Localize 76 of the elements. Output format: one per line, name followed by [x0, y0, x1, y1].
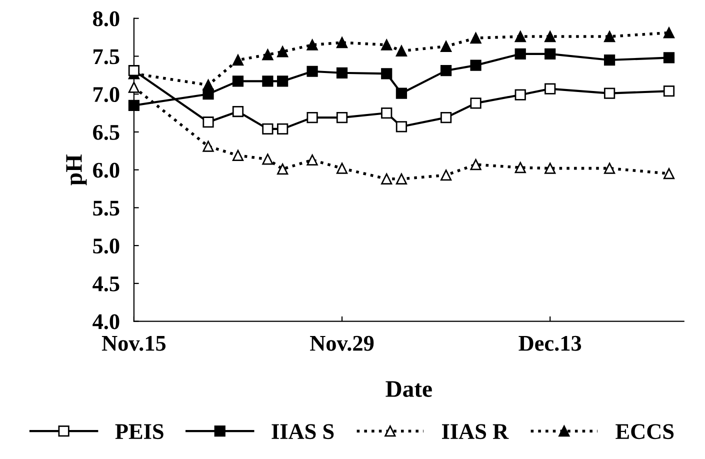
- point: [544, 162, 556, 174]
- point: [470, 32, 482, 44]
- point: [232, 76, 244, 87]
- y-tick-label: 7.5: [94, 49, 120, 64]
- y-tick-label: 6.5: [93, 124, 120, 140]
- point: [514, 48, 526, 60]
- legend-label: IIAS S: [272, 424, 334, 440]
- point: [544, 48, 556, 60]
- y-tick-label: 7.0: [94, 87, 120, 102]
- point: [663, 27, 675, 38]
- point: [440, 170, 452, 181]
- point: [396, 173, 408, 184]
- point: [232, 54, 244, 66]
- point: [396, 88, 408, 99]
- point: [202, 140, 214, 152]
- point: [396, 121, 408, 132]
- point: [128, 65, 140, 76]
- x-tick-label: Nov.15: [102, 336, 166, 351]
- point: [544, 83, 556, 94]
- point: [663, 168, 675, 180]
- y-tick-label: 8.0: [93, 11, 120, 26]
- y-tick-label: 4.0: [92, 314, 120, 330]
- point: [277, 123, 288, 134]
- point: [381, 68, 392, 80]
- point: [262, 154, 274, 165]
- point: [604, 54, 616, 66]
- point: [604, 162, 616, 174]
- point: [544, 30, 556, 42]
- point: [232, 106, 244, 118]
- point: [381, 173, 392, 184]
- x-tick-label: Dec.13: [518, 336, 582, 351]
- point: [262, 76, 274, 87]
- point: [202, 116, 214, 128]
- point: [277, 164, 288, 175]
- legend-label: PEIS: [115, 424, 164, 440]
- point: [336, 67, 348, 78]
- point: [336, 162, 348, 174]
- point: [470, 158, 482, 170]
- point: [336, 112, 348, 124]
- point: [128, 82, 140, 93]
- legend-label: ECCS: [616, 424, 674, 440]
- y-tick-label: 5.0: [93, 238, 120, 254]
- point: [232, 150, 244, 161]
- point: [381, 39, 392, 50]
- y-tick-label: 6.0: [93, 162, 120, 178]
- legend-label: IIAS R: [442, 424, 509, 440]
- point: [277, 46, 288, 58]
- point: [277, 76, 288, 87]
- point: [663, 52, 675, 64]
- point: [306, 112, 318, 124]
- point: [604, 30, 616, 42]
- point: [663, 86, 675, 97]
- point: [128, 100, 140, 112]
- point: [470, 60, 482, 71]
- point: [514, 89, 526, 100]
- point: [514, 162, 526, 174]
- y-tick-label: 4.5: [92, 276, 120, 292]
- x-tick-label: Nov.29: [310, 336, 374, 351]
- point: [202, 88, 214, 100]
- x-axis-title: Date: [386, 381, 432, 397]
- point: [440, 112, 452, 124]
- point: [306, 66, 318, 77]
- point: [396, 45, 408, 56]
- point: [381, 107, 392, 119]
- y-tick-label: 5.5: [93, 200, 120, 216]
- point: [262, 123, 274, 134]
- point: [604, 88, 616, 99]
- point: [440, 65, 452, 76]
- point: [514, 30, 526, 42]
- y-axis-title: pH: [66, 154, 87, 186]
- point: [306, 39, 318, 50]
- point: [306, 154, 318, 166]
- point: [336, 37, 348, 48]
- point: [262, 49, 274, 60]
- point: [440, 40, 452, 52]
- point: [470, 98, 482, 109]
